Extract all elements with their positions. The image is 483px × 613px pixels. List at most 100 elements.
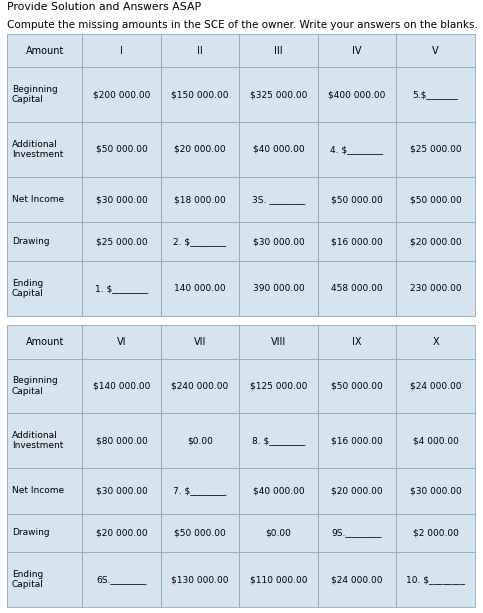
Bar (161, 552, 239, 607)
Bar (161, 413, 239, 468)
Text: $50 000.00: $50 000.00 (174, 528, 226, 538)
Text: Amount: Amount (26, 45, 64, 56)
Text: III: III (274, 45, 283, 56)
Text: 4. $________: 4. $________ (330, 145, 384, 154)
Bar (396, 413, 475, 468)
Text: $18 000.00: $18 000.00 (174, 195, 226, 204)
Text: Ending
Capital: Ending Capital (12, 570, 44, 589)
Text: $20 000.00: $20 000.00 (174, 145, 226, 154)
Bar (82, 552, 161, 607)
Bar (82, 67, 161, 122)
Bar (318, 325, 396, 359)
Bar (396, 122, 475, 177)
Bar (7, 413, 82, 468)
Bar (318, 359, 396, 413)
Bar (82, 177, 161, 223)
Text: $2 000.00: $2 000.00 (412, 528, 458, 538)
Text: Net Income: Net Income (12, 486, 64, 495)
Text: 140 000.00: 140 000.00 (174, 284, 226, 293)
Text: $80 000.00: $80 000.00 (96, 436, 147, 445)
Bar (7, 359, 82, 413)
Text: 1. $________: 1. $________ (95, 284, 148, 293)
Bar (239, 359, 318, 413)
Text: IX: IX (352, 337, 362, 347)
Text: VII: VII (194, 337, 206, 347)
Bar (239, 552, 318, 607)
Bar (396, 261, 475, 316)
Bar (7, 122, 82, 177)
Text: VI: VI (117, 337, 126, 347)
Bar (318, 552, 396, 607)
Text: Amount: Amount (26, 337, 64, 347)
Text: $16 000.00: $16 000.00 (331, 436, 383, 445)
Bar (7, 67, 82, 122)
Text: 9S.________: 9S.________ (332, 528, 382, 538)
Bar (7, 261, 82, 316)
Text: 458 000.00: 458 000.00 (331, 284, 383, 293)
Text: $140 000.00: $140 000.00 (93, 381, 150, 390)
Bar (161, 468, 239, 514)
Text: Beginning
Capital: Beginning Capital (12, 85, 57, 104)
Text: 5.$_______: 5.$_______ (412, 90, 458, 99)
Text: $50 000.00: $50 000.00 (410, 195, 461, 204)
Bar (161, 223, 239, 261)
Text: 390 000.00: 390 000.00 (253, 284, 304, 293)
Bar (7, 514, 82, 552)
Bar (239, 177, 318, 223)
Bar (161, 359, 239, 413)
Text: $25 000.00: $25 000.00 (96, 237, 147, 246)
Bar (396, 359, 475, 413)
Text: $30 000.00: $30 000.00 (253, 237, 304, 246)
Bar (82, 325, 161, 359)
Text: 230 000.00: 230 000.00 (410, 284, 461, 293)
Text: 7. $________: 7. $________ (173, 486, 227, 495)
Text: $30 000.00: $30 000.00 (410, 486, 461, 495)
Bar (396, 552, 475, 607)
Text: 3S. ________: 3S. ________ (252, 195, 305, 204)
Bar (161, 177, 239, 223)
Bar (239, 67, 318, 122)
Bar (82, 223, 161, 261)
Text: II: II (197, 45, 203, 56)
Text: $200 000.00: $200 000.00 (93, 90, 150, 99)
Bar (7, 325, 82, 359)
Bar (82, 122, 161, 177)
Text: $16 000.00: $16 000.00 (331, 237, 383, 246)
Bar (239, 223, 318, 261)
Bar (82, 514, 161, 552)
Bar (318, 34, 396, 67)
Text: $40 000.00: $40 000.00 (253, 145, 304, 154)
Text: $24 000.00: $24 000.00 (410, 381, 461, 390)
Text: IV: IV (352, 45, 362, 56)
Text: Net Income: Net Income (12, 195, 64, 204)
Bar (318, 223, 396, 261)
Text: $50 000.00: $50 000.00 (331, 195, 383, 204)
Bar (396, 325, 475, 359)
Text: $400 000.00: $400 000.00 (328, 90, 386, 99)
Text: Additional
Investment: Additional Investment (12, 431, 63, 451)
Bar (396, 67, 475, 122)
Bar (239, 34, 318, 67)
Text: $50 000.00: $50 000.00 (96, 145, 147, 154)
Text: $40 000.00: $40 000.00 (253, 486, 304, 495)
Text: $20 000.00: $20 000.00 (96, 528, 147, 538)
Bar (318, 514, 396, 552)
Text: 6S.________: 6S.________ (96, 575, 147, 584)
Text: Beginning
Capital: Beginning Capital (12, 376, 57, 395)
Bar (239, 261, 318, 316)
Text: 10. $________: 10. $________ (406, 575, 465, 584)
Bar (318, 413, 396, 468)
Bar (82, 34, 161, 67)
Bar (239, 413, 318, 468)
Bar (161, 67, 239, 122)
Bar (239, 325, 318, 359)
Bar (7, 552, 82, 607)
Bar (318, 468, 396, 514)
Text: $30 000.00: $30 000.00 (96, 195, 147, 204)
Text: $150 000.00: $150 000.00 (171, 90, 229, 99)
Text: $4 000.00: $4 000.00 (412, 436, 458, 445)
Text: $20 000.00: $20 000.00 (331, 486, 383, 495)
Text: $125 000.00: $125 000.00 (250, 381, 307, 390)
Text: $130 000.00: $130 000.00 (171, 575, 229, 584)
Text: $0.00: $0.00 (187, 436, 213, 445)
